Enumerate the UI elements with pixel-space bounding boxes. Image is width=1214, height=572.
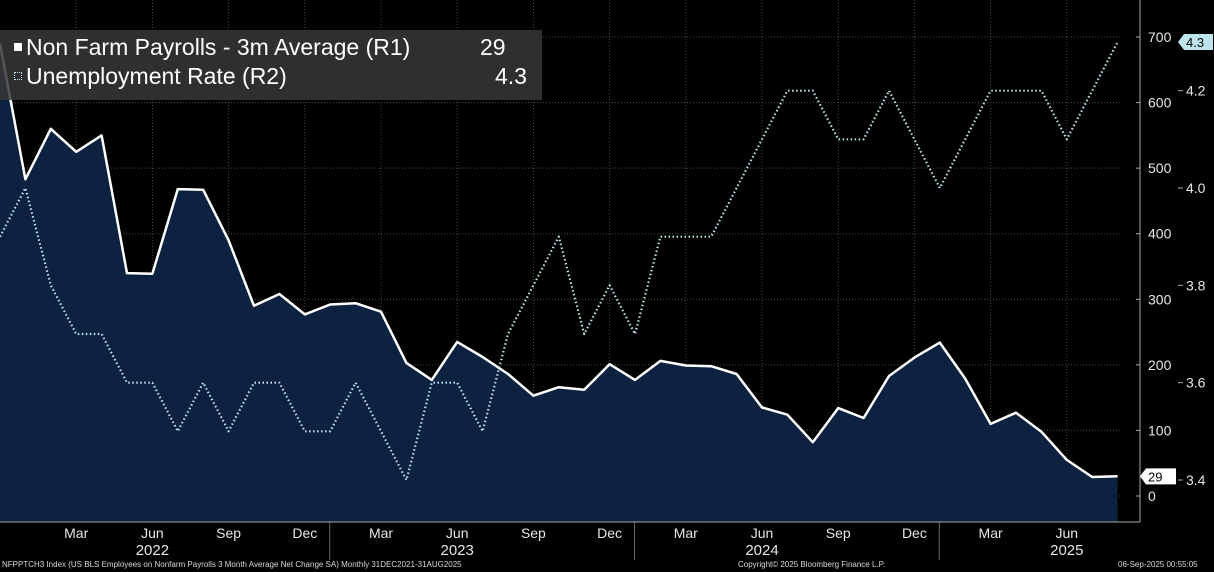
x-year-label: 2025 xyxy=(1050,542,1083,559)
r1-tick-label: 200 xyxy=(1148,357,1172,373)
legend-value-payrolls: 29 xyxy=(480,34,506,60)
x-tick-label: Jun xyxy=(446,525,469,541)
legend-item-unemployment: Unemployment Rate (R2) 4.3 xyxy=(14,63,527,90)
x-tick-label: Dec xyxy=(902,525,927,541)
r2-tick-label: 3.4 xyxy=(1186,472,1206,488)
r1-tick-label: 700 xyxy=(1148,29,1172,45)
unemployment-badge-shape xyxy=(1178,34,1213,50)
payrolls-badge-shape xyxy=(1140,468,1176,485)
unemployment-badge-text: 4.3 xyxy=(1186,35,1204,50)
legend-swatch-payrolls xyxy=(14,43,22,51)
footer-timestamp: 06-Sep-2025 00:55:05 xyxy=(1118,560,1198,569)
legend-value-unemployment: 4.3 xyxy=(495,63,527,89)
r2-tick-label: 4.0 xyxy=(1186,180,1206,196)
legend-swatch-unemployment xyxy=(14,72,22,80)
r1-tick-label: 600 xyxy=(1148,95,1172,111)
x-tick-label: Mar xyxy=(979,525,1003,541)
r1-tick-label: 100 xyxy=(1148,422,1172,438)
x-tick-label: Jun xyxy=(141,525,164,541)
x-tick-label: Jun xyxy=(751,525,774,541)
r1-tick-label: 300 xyxy=(1148,291,1172,307)
x-year-label: 2022 xyxy=(136,542,169,559)
payrolls-badge-text: 29 xyxy=(1148,469,1162,484)
x-tick-label: Mar xyxy=(64,525,88,541)
r2-tick-label: 3.8 xyxy=(1186,277,1206,293)
x-tick-label: Sep xyxy=(521,525,546,541)
legend-label-unemployment: Unemployment Rate (R2) xyxy=(26,63,287,89)
r1-tick-label: 400 xyxy=(1148,226,1172,242)
x-tick-label: Jun xyxy=(1056,525,1079,541)
payrolls-last-value-badge: 29 xyxy=(1140,468,1176,485)
x-tick-label: Dec xyxy=(597,525,622,541)
r2-tick-label: 4.2 xyxy=(1186,83,1206,99)
legend-item-payrolls: Non Farm Payrolls - 3m Average (R1) 29 xyxy=(14,34,506,61)
r2-tick-label: 3.6 xyxy=(1186,375,1206,391)
x-tick-label: Sep xyxy=(826,525,851,541)
r1-tick-label: 0 xyxy=(1148,488,1156,504)
unemployment-last-value-badge: 4.3 xyxy=(1178,34,1213,50)
x-tick-label: Sep xyxy=(216,525,241,541)
x-year-label: 2023 xyxy=(441,542,474,559)
payrolls-area-fill xyxy=(0,43,1118,522)
x-year-label: 2024 xyxy=(745,542,778,559)
series-lines xyxy=(0,41,1119,482)
legend: Non Farm Payrolls - 3m Average (R1) 29 U… xyxy=(0,30,542,100)
x-tick-label: Mar xyxy=(369,525,393,541)
x-tick-label: Dec xyxy=(292,525,317,541)
footer-copyright: Copyright© 2025 Bloomberg Finance L.P. xyxy=(738,560,886,569)
axes: 0 100 200 300 400 500 600 700 3.4 3.6 3.8 4.0 4.2 Mar… xyxy=(0,0,1213,559)
x-tick-label: Mar xyxy=(674,525,698,541)
r1-tick-label: 500 xyxy=(1148,160,1172,176)
legend-label-payrolls: Non Farm Payrolls - 3m Average (R1) xyxy=(26,34,411,60)
unemployment-line xyxy=(0,41,1119,482)
payrolls-line xyxy=(0,43,1118,479)
footer-source: NFPPTCH3 Index (US BLS Employees on Nonf… xyxy=(2,560,462,569)
payrolls-area xyxy=(0,43,1118,522)
